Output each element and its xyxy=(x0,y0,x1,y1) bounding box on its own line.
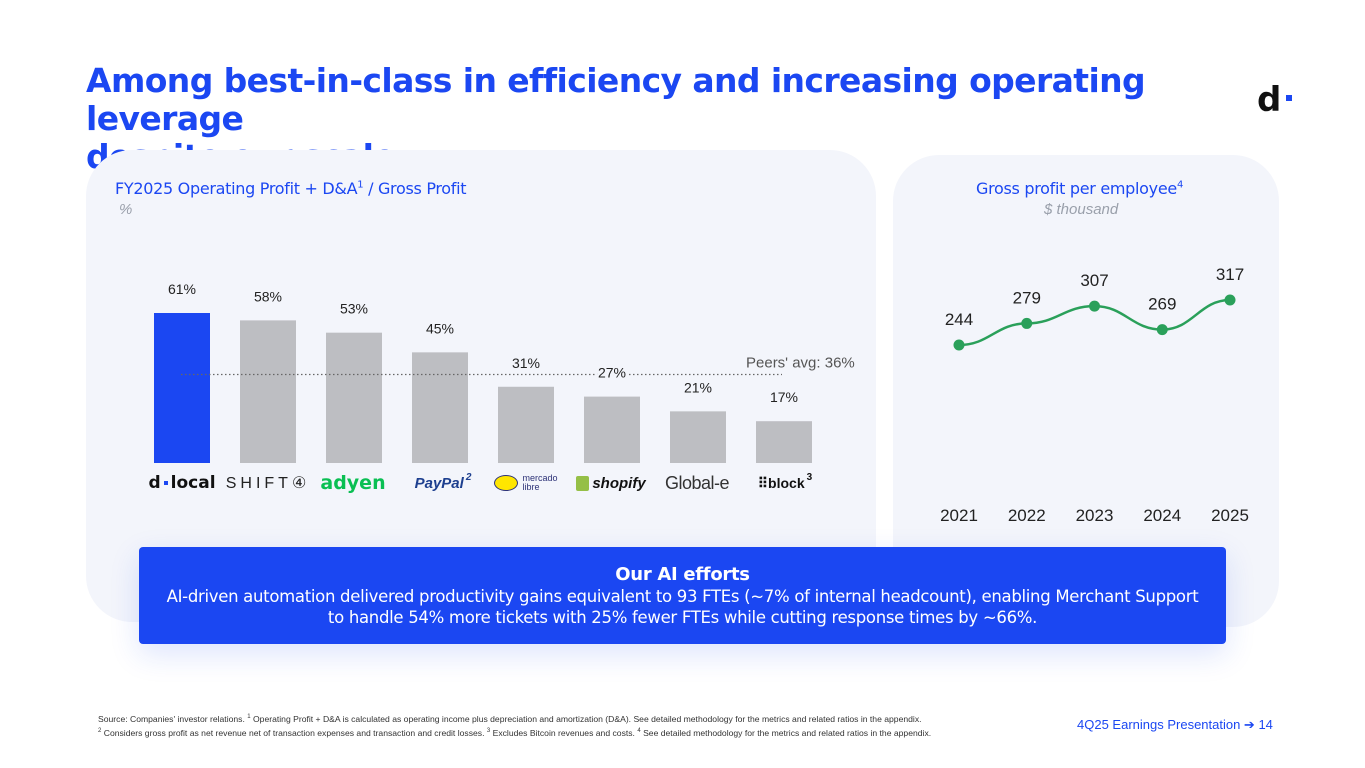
mercado-libre-handshake-icon xyxy=(494,475,519,491)
brand-block-text: ⠿block xyxy=(757,474,805,491)
bar-shopify xyxy=(584,396,640,463)
footnote-sup-1: 1 xyxy=(247,714,251,720)
gross-profit-value-label: 317 xyxy=(1216,265,1244,284)
footnote-ref-4: 4 xyxy=(1176,179,1183,191)
logo-letter: d xyxy=(1257,80,1282,120)
bar-value-label: 17% xyxy=(770,389,798,405)
bar-value-label: 61% xyxy=(168,281,196,297)
gross-profit-point-2021 xyxy=(953,339,965,351)
brand-mercado-text: mercado libre xyxy=(522,474,557,492)
footnote-sup-2: 2 xyxy=(98,727,102,734)
footnote-4: See detailed methodology for the metrics… xyxy=(640,727,932,738)
brand-logo-globale: Global-e xyxy=(664,472,730,493)
bar-value-label: 58% xyxy=(254,288,282,304)
brand-logo-paypal: PayPal 2 xyxy=(402,472,484,494)
year-axis-label: 2023 xyxy=(1076,506,1114,525)
bar-block xyxy=(756,421,812,463)
brand-logo-dlocal: d local xyxy=(140,472,224,494)
efficiency-chart-title: FY2025 Operating Profit + D&A1 / Gross P… xyxy=(115,179,467,198)
brand-logo-shift4: SHIFT④ xyxy=(225,475,311,492)
footnotes: Source: Companies' investor relations. 1… xyxy=(98,711,1058,739)
bar-value-label: 21% xyxy=(684,379,712,395)
gross-profit-point-2025 xyxy=(1224,294,1236,306)
gross-profit-point-2023 xyxy=(1089,300,1100,312)
gross-profit-value-label: 269 xyxy=(1148,295,1176,314)
brand-paypal-text: PayPal xyxy=(414,474,464,492)
gross-profit-chart-title-text: Gross profit per employee xyxy=(976,179,1177,198)
dlocal-logo: d xyxy=(1257,80,1293,120)
slide-title-line1: Among best-in-class in efficiency and in… xyxy=(86,61,1146,138)
year-axis-label: 2021 xyxy=(940,506,978,525)
brand-logo-block: ⠿block 3 xyxy=(752,472,818,494)
gross-profit-point-2022 xyxy=(1021,317,1033,329)
bar-value-label: 45% xyxy=(426,320,454,336)
footnote-sup-4: 4 xyxy=(637,727,641,734)
brand-mercado-b: libre xyxy=(522,482,540,492)
bar-adyen xyxy=(326,332,382,463)
efficiency-chart-title-text: FY2025 Operating Profit + D&A xyxy=(115,179,358,198)
brand-logo-adyen: adyen xyxy=(320,472,386,494)
gross-profit-value-label: 279 xyxy=(1013,288,1041,307)
footnote-2: Considers gross profit as net revenue ne… xyxy=(101,727,487,738)
footnote-sup-3: 3 xyxy=(486,727,491,734)
efficiency-chart-title-suffix: / Gross Profit xyxy=(363,179,467,198)
gross-profit-value-label: 244 xyxy=(945,310,973,329)
brand-dlocal-b: local xyxy=(170,473,216,493)
bar-value-label: 31% xyxy=(512,355,540,371)
bar-paypal xyxy=(412,352,468,463)
footnote-ref-3: 3 xyxy=(806,472,813,483)
bar-mercado-libre xyxy=(498,386,554,463)
gross-profit-value-label: 307 xyxy=(1080,271,1108,290)
gross-profit-chart-unit: $ thousand xyxy=(1044,201,1119,218)
bar-dlocal xyxy=(154,313,210,463)
bar-shift4 xyxy=(240,320,296,463)
shopify-bag-icon xyxy=(576,475,590,491)
bar-value-label: 27% xyxy=(598,365,626,381)
brand-logo-shopify: shopify xyxy=(575,472,647,494)
ai-efforts-title: Our AI efforts xyxy=(615,564,750,585)
ai-efforts-callout: Our AI efforts AI-driven automation deli… xyxy=(139,547,1226,644)
brand-shopify-text: shopify xyxy=(592,474,646,492)
ai-efforts-text: AI-driven automation delivered productiv… xyxy=(166,587,1199,627)
page-reference: 4Q25 Earnings Presentation ➔ 14 xyxy=(1077,717,1273,732)
efficiency-chart-panel xyxy=(86,150,876,622)
year-axis-label: 2022 xyxy=(1008,506,1046,525)
brand-logo-mercado-libre: mercado libre xyxy=(490,472,562,494)
logo-dot xyxy=(1286,94,1293,101)
year-axis-label: 2025 xyxy=(1211,506,1249,525)
footnote-source: Source: Companies' investor relations. xyxy=(98,713,248,724)
efficiency-chart-unit: % xyxy=(119,201,133,218)
gross-profit-point-2024 xyxy=(1156,324,1168,336)
brand-mercado-a: mercado xyxy=(522,473,558,483)
footnote-1: Operating Profit + D&A is calculated as … xyxy=(250,713,922,724)
footnote-3: Excludes Bitcoin revenues and costs. xyxy=(490,727,638,738)
gross-profit-chart-title: Gross profit per employee4 xyxy=(976,179,1183,198)
bar-global-e xyxy=(670,411,726,463)
footnote-ref-1: 1 xyxy=(357,179,364,191)
year-axis-label: 2024 xyxy=(1143,506,1181,525)
peers-average-label: Peers' avg: 36% xyxy=(746,354,855,371)
footnote-ref-2: 2 xyxy=(465,472,472,483)
brand-dlocal-dot xyxy=(163,481,168,485)
bar-value-label: 53% xyxy=(340,301,368,317)
brand-dlocal-a: d xyxy=(148,473,161,493)
